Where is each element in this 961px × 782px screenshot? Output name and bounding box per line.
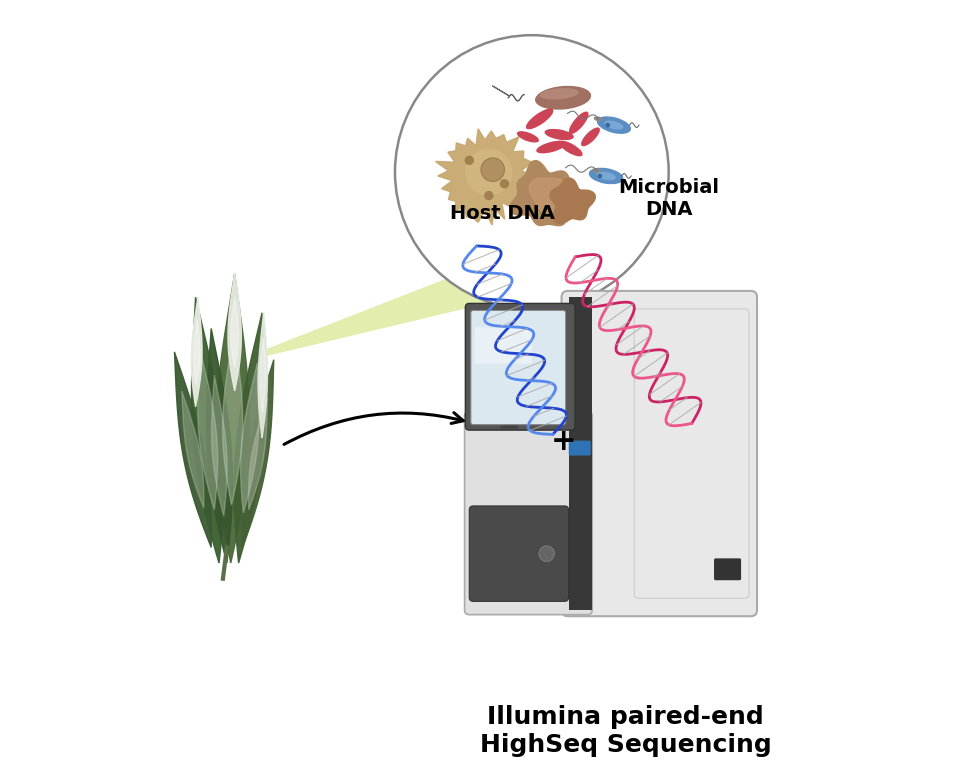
Polygon shape — [228, 274, 241, 391]
Polygon shape — [569, 297, 591, 610]
Circle shape — [597, 174, 602, 178]
Polygon shape — [198, 350, 217, 510]
Ellipse shape — [604, 120, 623, 130]
Ellipse shape — [568, 112, 588, 134]
FancyBboxPatch shape — [713, 558, 740, 580]
FancyBboxPatch shape — [561, 291, 756, 616]
Polygon shape — [222, 332, 242, 505]
Polygon shape — [193, 319, 200, 385]
Ellipse shape — [526, 109, 553, 129]
Ellipse shape — [588, 167, 623, 185]
FancyBboxPatch shape — [474, 328, 531, 364]
Ellipse shape — [596, 117, 630, 134]
Circle shape — [538, 546, 554, 561]
FancyBboxPatch shape — [465, 303, 575, 430]
Circle shape — [464, 156, 474, 165]
Ellipse shape — [516, 131, 538, 142]
Ellipse shape — [544, 129, 574, 140]
Ellipse shape — [580, 127, 600, 146]
Text: Host DNA: Host DNA — [450, 204, 554, 223]
Text: +: + — [550, 427, 576, 457]
Polygon shape — [242, 360, 274, 547]
Polygon shape — [207, 328, 233, 563]
Ellipse shape — [539, 88, 579, 99]
Polygon shape — [215, 274, 249, 563]
Ellipse shape — [534, 86, 591, 109]
Polygon shape — [234, 313, 264, 563]
Circle shape — [395, 35, 668, 309]
Polygon shape — [435, 129, 532, 225]
Polygon shape — [231, 297, 238, 368]
Polygon shape — [550, 178, 595, 224]
Polygon shape — [211, 375, 227, 516]
Ellipse shape — [593, 117, 603, 121]
FancyBboxPatch shape — [464, 411, 592, 615]
Polygon shape — [500, 422, 518, 429]
FancyBboxPatch shape — [569, 441, 590, 455]
FancyBboxPatch shape — [470, 310, 565, 425]
Circle shape — [604, 123, 609, 127]
Circle shape — [465, 149, 512, 196]
Polygon shape — [259, 338, 265, 413]
Ellipse shape — [596, 172, 615, 180]
FancyBboxPatch shape — [469, 506, 568, 601]
Polygon shape — [240, 363, 259, 513]
Ellipse shape — [535, 141, 566, 153]
Circle shape — [483, 191, 493, 200]
FancyBboxPatch shape — [568, 440, 591, 456]
Polygon shape — [191, 297, 202, 407]
Polygon shape — [191, 297, 224, 563]
Circle shape — [500, 179, 508, 188]
Ellipse shape — [591, 168, 601, 173]
Polygon shape — [509, 160, 577, 226]
Circle shape — [480, 158, 504, 181]
Polygon shape — [529, 178, 565, 213]
Polygon shape — [248, 397, 267, 510]
Polygon shape — [258, 313, 267, 438]
Text: Microbial
DNA: Microbial DNA — [618, 178, 719, 219]
Text: Illumina paired-end
HighSeq Sequencing: Illumina paired-end HighSeq Sequencing — [480, 705, 771, 757]
Polygon shape — [174, 352, 211, 547]
Polygon shape — [182, 391, 204, 508]
Polygon shape — [249, 274, 606, 356]
Ellipse shape — [558, 141, 582, 156]
